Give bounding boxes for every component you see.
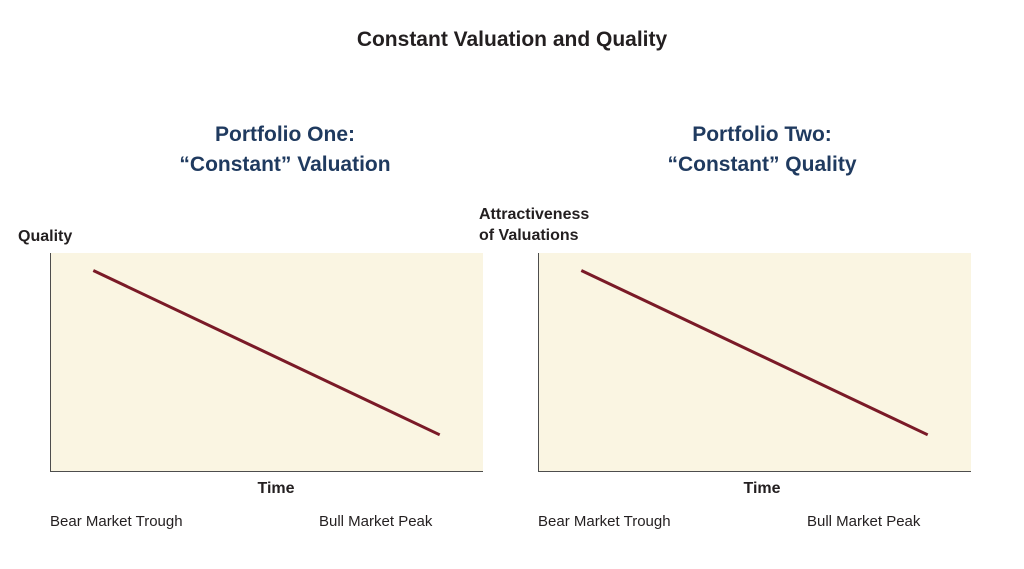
panel-two-x-axis-label: Time [743,480,781,497]
series-line [92,269,441,437]
panel-one-plot [50,253,483,472]
plot-background [538,253,971,472]
panel-two-x-start-label: Bear Market Trough [538,513,671,530]
panel-one-x-axis-label: Time [257,480,295,497]
panel-two-y-axis-label-line-1: Attractiveness [479,206,590,223]
panel-two-y-axis-label-line-2: of Valuations [479,227,579,244]
panel-one-x-start-label: Bear Market Trough [50,513,183,530]
panel-two-title-line-1: Portfolio Two: [692,123,832,146]
panel-one-y-axis-label: Quality [18,226,72,247]
panel-one-title: Portfolio One: “Constant” Valuation [90,120,480,180]
panel-one-title-line-1: Portfolio One: [215,123,355,146]
panel-two-x-end-label: Bull Market Peak [807,513,921,530]
panel-two-title-line-2: “Constant” Quality [667,153,857,176]
figure-title: Constant Valuation and Quality [356,28,668,51]
panel-two-y-axis-label: Attractiveness of Valuations [479,204,589,246]
panel-two-plot [538,253,971,472]
panel-one-y-axis-label-line-1: Quality [18,228,73,245]
series-line [580,269,929,437]
panel-one-title-line-2: “Constant” Valuation [179,153,391,176]
panel-one-x-end-label: Bull Market Peak [319,513,433,530]
plot-background [50,253,483,472]
panel-two-title: Portfolio Two: “Constant” Quality [578,120,946,180]
